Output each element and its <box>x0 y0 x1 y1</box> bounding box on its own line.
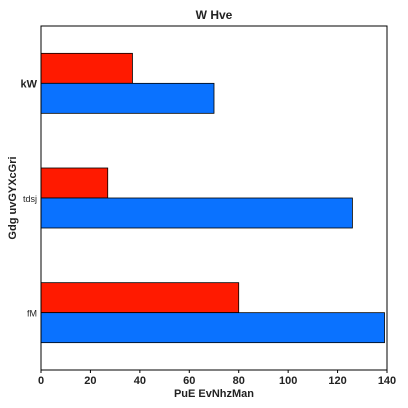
bars-group <box>40 52 385 344</box>
y-tick-label: fM <box>27 309 37 319</box>
bar-series-2-fM <box>40 312 385 344</box>
x-tick-label: 20 <box>84 375 96 387</box>
x-tick-label: 100 <box>279 375 297 387</box>
y-axis-label: Gdg uvGYXcGri <box>7 156 19 239</box>
y-tick-label: tdsj <box>23 194 37 204</box>
y-axis-ticks: kW tdsj fM <box>21 78 38 318</box>
x-tick-label: 80 <box>233 375 245 387</box>
bar-series-1-kW <box>40 52 133 84</box>
x-tick-label: 60 <box>183 375 195 387</box>
x-tick-label: 0 <box>38 375 44 387</box>
bar-series-2-tdsj <box>40 197 353 229</box>
bar-series-2-kW <box>40 82 215 114</box>
x-axis-label: PuE EvNhzMan <box>174 388 254 400</box>
plot-frame <box>40 25 388 371</box>
x-tick-label: 140 <box>378 375 396 387</box>
bar-series-1-fM <box>40 282 240 314</box>
x-tick-label: 40 <box>134 375 146 387</box>
y-tick-label: kW <box>21 78 38 90</box>
chart-title: W Hve <box>196 8 233 22</box>
x-tick-label: 120 <box>328 375 346 387</box>
x-axis-ticks: 0 20 40 60 80 100 120 140 <box>38 370 396 387</box>
bar-series-1-tdsj <box>40 167 109 199</box>
